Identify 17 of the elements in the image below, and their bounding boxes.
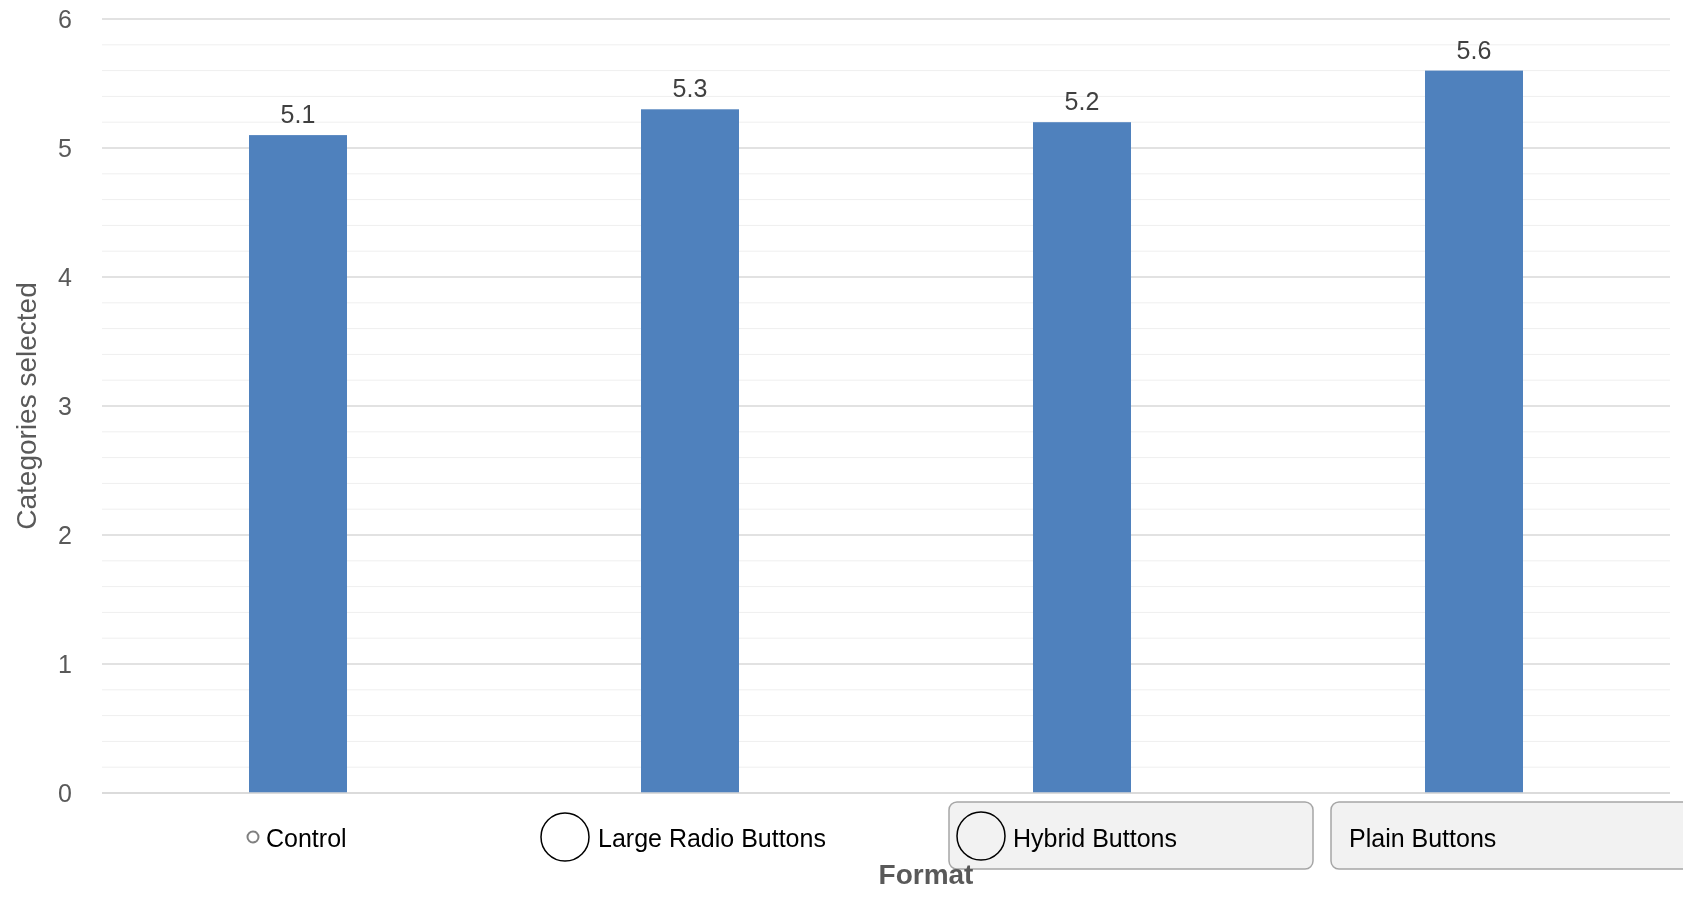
x-tick-label: Hybrid Buttons bbox=[1013, 823, 1177, 852]
data-label: 5.3 bbox=[672, 74, 708, 103]
data-label: 5.2 bbox=[1064, 87, 1100, 116]
y-tick-label: 2 bbox=[58, 520, 72, 549]
data-label: 5.6 bbox=[1456, 35, 1492, 64]
x-tick-label: Control bbox=[266, 823, 347, 852]
data-label: 5.1 bbox=[280, 100, 316, 129]
y-tick-label: 4 bbox=[58, 262, 73, 291]
y-tick-label: 1 bbox=[58, 649, 72, 678]
y-axis-title: Categories selected bbox=[11, 282, 42, 530]
x-tick-label: Plain Buttons bbox=[1349, 823, 1497, 852]
x-tick-label: Large Radio Buttons bbox=[598, 823, 826, 852]
y-tick-label: 6 bbox=[58, 4, 72, 33]
y-tick-label: 3 bbox=[58, 391, 72, 420]
y-tick-label: 0 bbox=[58, 778, 72, 807]
x-axis-title: Format bbox=[878, 859, 974, 890]
y-tick-label: 5 bbox=[58, 133, 72, 162]
